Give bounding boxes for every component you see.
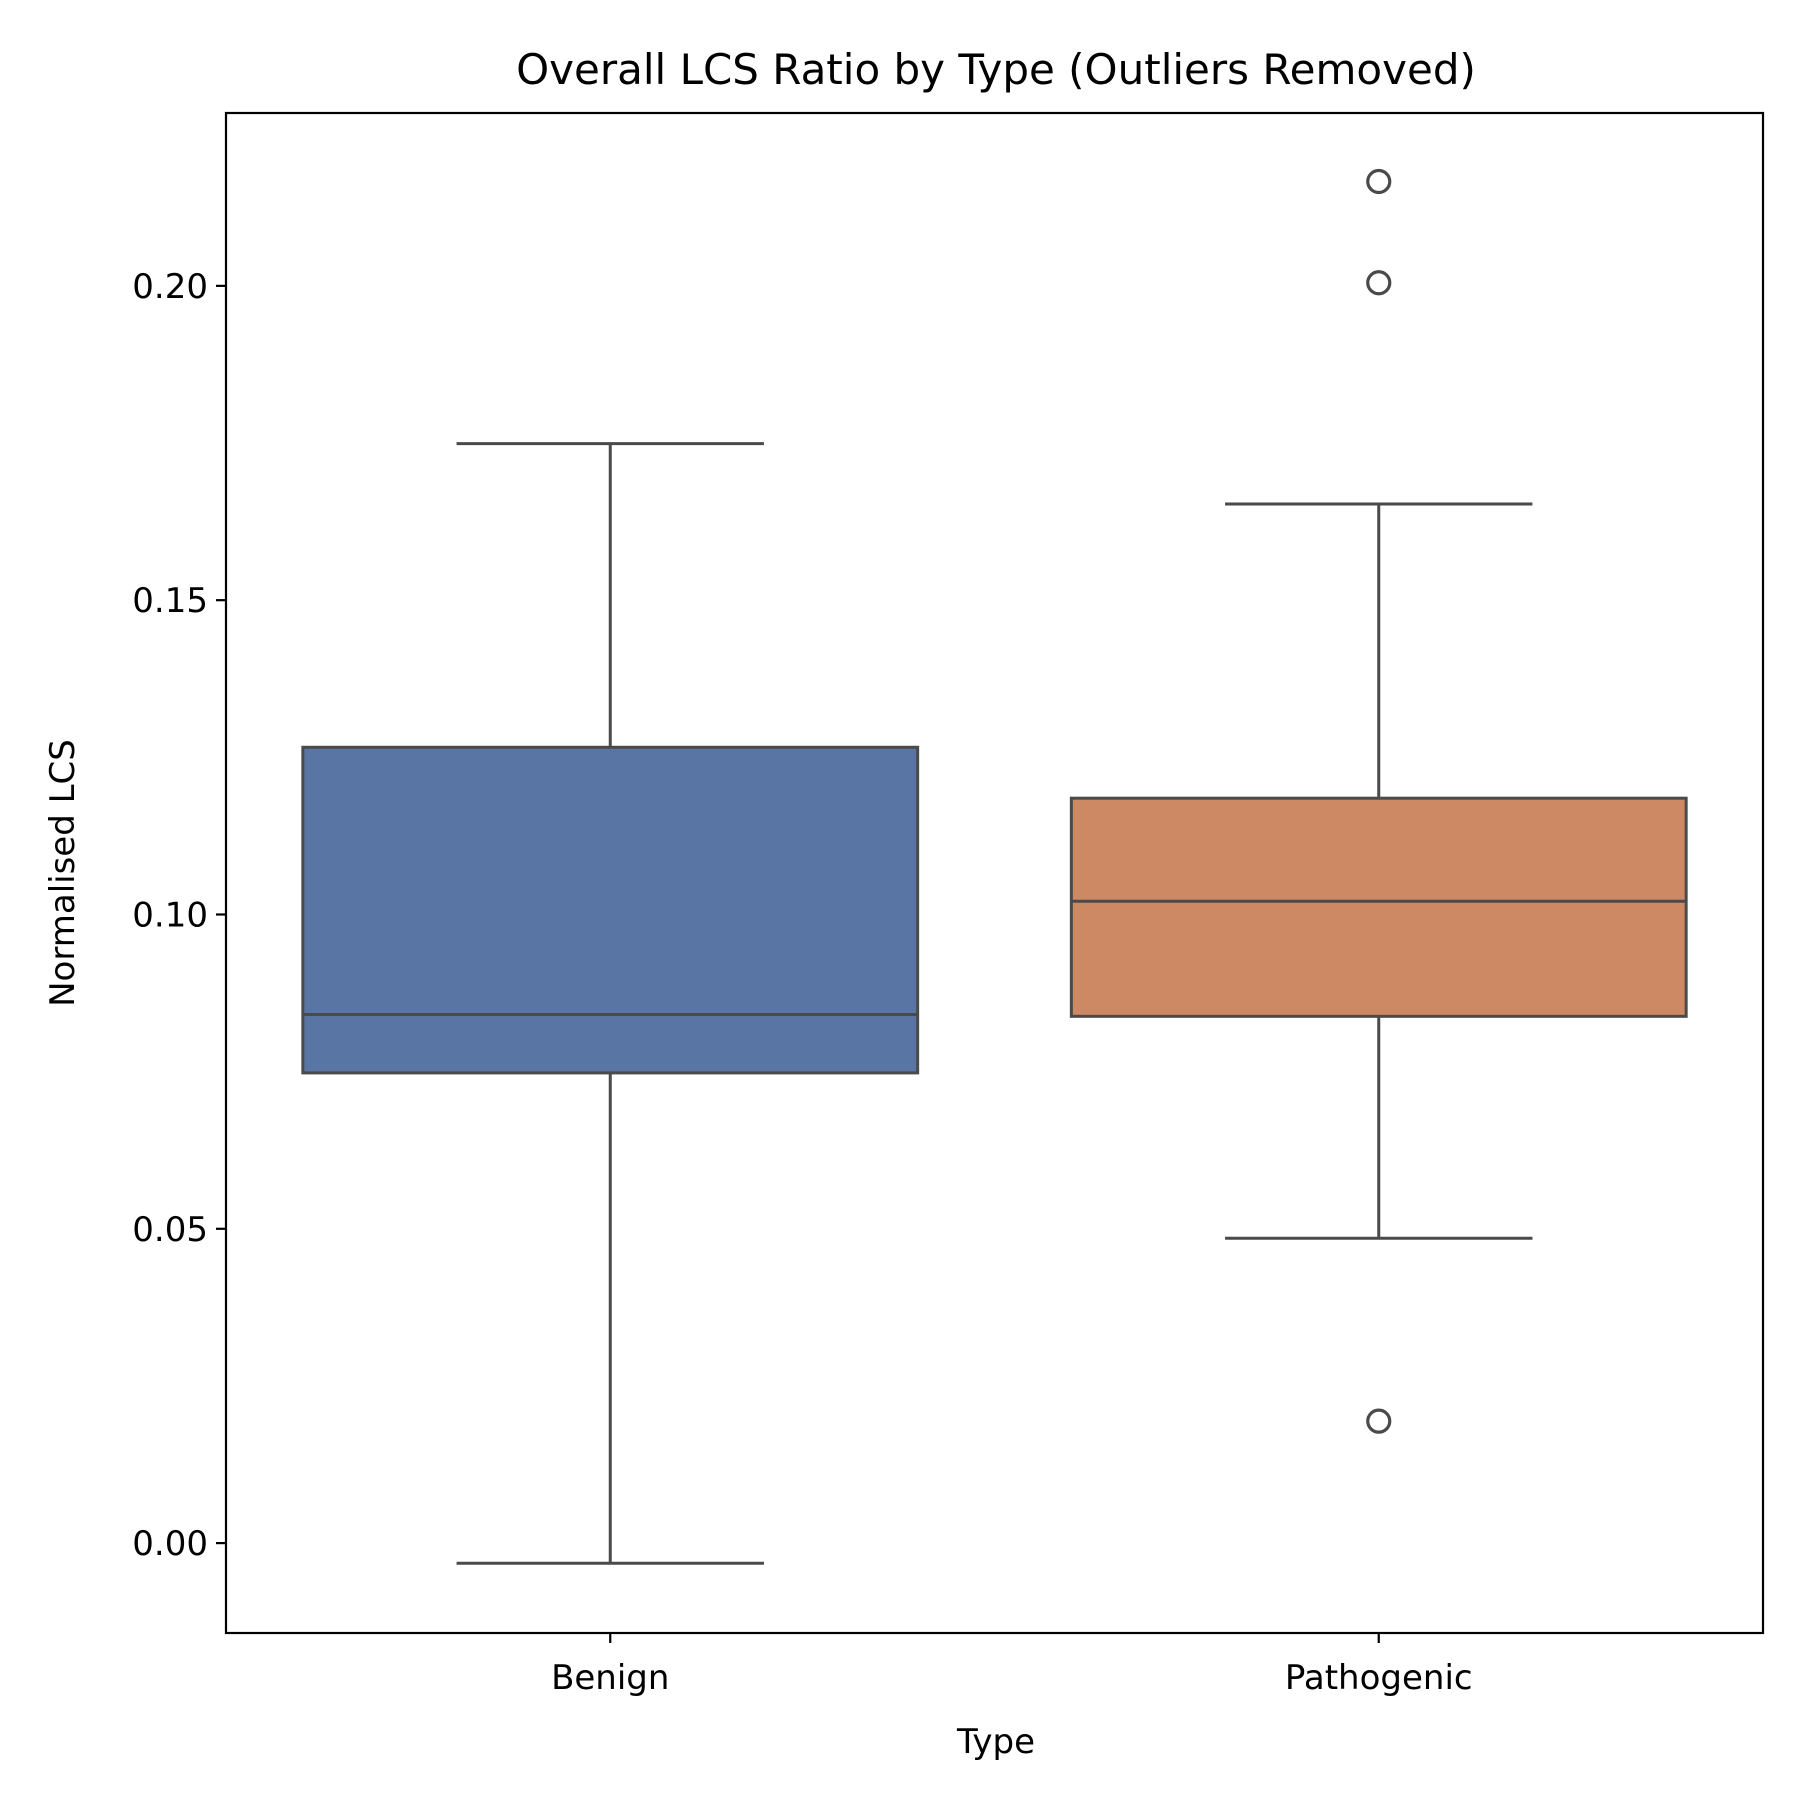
outlier-point-pathogenic-0 — [1366, 1408, 1392, 1434]
outlier-point-pathogenic-1 — [1366, 270, 1392, 296]
box-group-pathogenic — [1069, 168, 1688, 1434]
y-axis: 0.00 0.05 0.10 0.15 0.20 — [132, 267, 226, 1564]
x-axis-label: Type — [956, 1722, 1035, 1762]
x-axis: Benign Pathogenic — [551, 1633, 1473, 1698]
plot-frame — [224, 111, 1765, 1635]
y-axis-label: Normalised LCS — [43, 739, 83, 1007]
chart-title: Overall LCS Ratio by Type (Outliers Remo… — [516, 45, 1476, 94]
y-tick-label-2: 0.10 — [132, 895, 208, 935]
x-tick-label-0: Benign — [551, 1658, 669, 1698]
outlier-point-pathogenic-2 — [1366, 168, 1392, 195]
y-tick-label-3: 0.15 — [132, 581, 208, 621]
plot-area — [301, 168, 1688, 1565]
y-tick-label-1: 0.05 — [132, 1210, 208, 1250]
box-group-benign — [301, 442, 920, 1565]
box-benign — [301, 745, 920, 1075]
y-tick-label-4: 0.20 — [132, 267, 208, 307]
y-tick-label-0: 0.00 — [132, 1524, 208, 1564]
x-tick-label-1: Pathogenic — [1285, 1658, 1473, 1698]
box-pathogenic — [1069, 796, 1688, 1018]
